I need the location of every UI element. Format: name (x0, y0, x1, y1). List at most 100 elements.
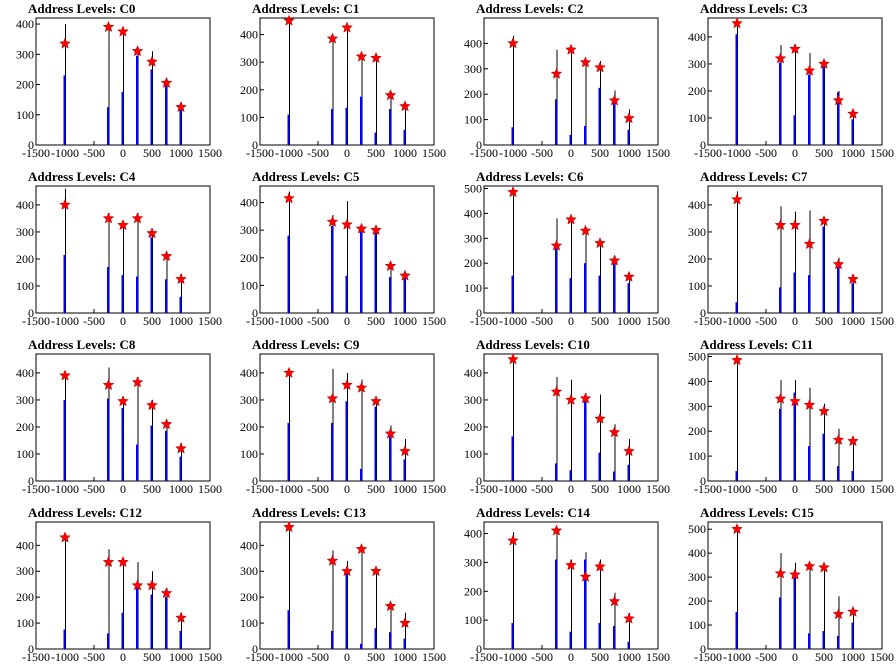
star-marker (594, 412, 606, 424)
star-marker (102, 555, 115, 568)
star-marker (774, 52, 787, 64)
y-tick-label: 400 (240, 366, 258, 380)
y-tick-label: 300 (16, 225, 34, 239)
star-marker (146, 55, 158, 67)
star-marker (731, 523, 743, 535)
x-tick-label: 0 (120, 482, 126, 496)
star-marker (594, 61, 606, 73)
chart-svg: Address Levels: C15 0 100 200 300 400 500 -1500… (688, 505, 894, 664)
star-marker (818, 57, 830, 69)
y-tick-label: 400 (240, 538, 258, 552)
star-marker (803, 560, 816, 572)
chart-panel: Address Levels: C8 0 100 200 300 400 -1500 -100… (0, 336, 224, 504)
x-tick-label: -500 (531, 482, 553, 496)
x-tick-label: -1500 (694, 314, 722, 328)
star-marker (832, 433, 845, 445)
star-marker (579, 570, 592, 582)
star-marker (847, 434, 859, 447)
star-marker (579, 56, 592, 68)
y-tick-label: 200 (688, 594, 706, 608)
x-tick-label: 0 (792, 314, 798, 328)
x-tick-label: 0 (344, 482, 350, 496)
star-marker (847, 107, 859, 119)
star-marker (117, 25, 129, 37)
x-tick-label: 500 (815, 650, 833, 664)
star-marker (623, 445, 635, 457)
x-tick-label: -1500 (246, 314, 274, 328)
chart-title: Address Levels: C5 (252, 169, 360, 184)
star-marker (146, 399, 158, 411)
x-tick-label: -1000 (275, 650, 303, 664)
star-marker (789, 219, 801, 231)
x-tick-label: -500 (755, 650, 777, 664)
x-tick-label: 0 (792, 650, 798, 664)
star-marker (731, 17, 743, 29)
x-tick-label: -1000 (51, 650, 79, 664)
star-marker (399, 100, 411, 112)
star-marker (117, 219, 129, 231)
star-marker (160, 76, 173, 89)
x-tick-label: -500 (307, 146, 329, 160)
chart-svg: Address Levels: C3 0 100 200 300 400 -1500 -100… (688, 1, 894, 160)
y-tick-label: 400 (16, 538, 34, 552)
chart-svg: Address Levels: C13 0 100 200 300 400 -1500 -10… (240, 505, 446, 664)
y-tick-label: 300 (464, 231, 482, 245)
y-tick-label: 100 (240, 110, 258, 124)
star-marker (623, 612, 635, 624)
x-tick-label: 500 (367, 146, 385, 160)
x-tick-label: 0 (792, 482, 798, 496)
x-tick-label: 1500 (422, 482, 446, 496)
chart-panel: Address Levels: C14 0 100 200 300 400 -1500 -10… (448, 504, 672, 672)
star-marker (565, 559, 577, 571)
star-marker (507, 534, 519, 546)
x-tick-label: 500 (143, 650, 161, 664)
star-marker (550, 524, 563, 536)
chart-svg: Address Levels: C2 0 100 200 300 400 -1500 -100… (464, 1, 670, 160)
chart-svg: Address Levels: C10 0 100 200 300 400 -1500 -10… (464, 337, 670, 496)
star-marker (131, 45, 144, 57)
x-tick-label: -1000 (51, 314, 79, 328)
y-tick-label: 300 (464, 555, 482, 569)
x-tick-label: 0 (120, 314, 126, 328)
chart-panel: Address Levels: C12 0 100 200 300 400 -1500 -10… (0, 504, 224, 672)
x-tick-label: 500 (367, 482, 385, 496)
x-tick-label: 1500 (870, 482, 894, 496)
star-marker (789, 395, 801, 407)
star-marker (59, 198, 71, 210)
x-tick-label: 500 (815, 482, 833, 496)
star-marker (175, 273, 187, 285)
chart-title: Address Levels: C9 (252, 337, 360, 352)
star-marker (399, 616, 411, 629)
star-marker (594, 560, 606, 572)
y-tick-label: 0 (28, 306, 34, 320)
star-marker (59, 531, 71, 543)
star-marker (283, 521, 295, 533)
star-marker (579, 392, 592, 404)
star-marker (550, 239, 563, 251)
x-tick-label: 1000 (841, 650, 865, 664)
y-tick-label: 0 (252, 138, 258, 152)
chart-title: Address Levels: C2 (476, 1, 583, 16)
x-tick-label: 1000 (841, 314, 865, 328)
chart-svg: Address Levels: C0 0 100 200 300 400 -1500 -100… (16, 1, 222, 160)
star-marker (384, 427, 397, 439)
y-tick-label: 300 (240, 223, 258, 237)
y-tick-label: 400 (464, 36, 482, 50)
y-tick-label: 300 (464, 393, 482, 407)
y-tick-label: 100 (464, 281, 482, 295)
y-tick-label: 0 (700, 306, 706, 320)
chart-panel: Address Levels: C9 0 100 200 300 400 -1500 -100… (224, 336, 448, 504)
star-marker (384, 89, 397, 101)
x-tick-label: 500 (591, 146, 609, 160)
star-marker (355, 543, 368, 555)
star-marker (832, 258, 845, 270)
x-tick-label: -1500 (470, 650, 498, 664)
x-tick-label: 1500 (646, 146, 670, 160)
x-tick-label: -500 (83, 314, 105, 328)
star-marker (59, 369, 71, 381)
y-tick-label: 500 (464, 181, 482, 195)
y-tick-label: 100 (688, 279, 706, 293)
chart-title: Address Levels: C1 (252, 1, 359, 16)
chart-title: Address Levels: C6 (476, 169, 584, 184)
star-marker (818, 405, 830, 417)
